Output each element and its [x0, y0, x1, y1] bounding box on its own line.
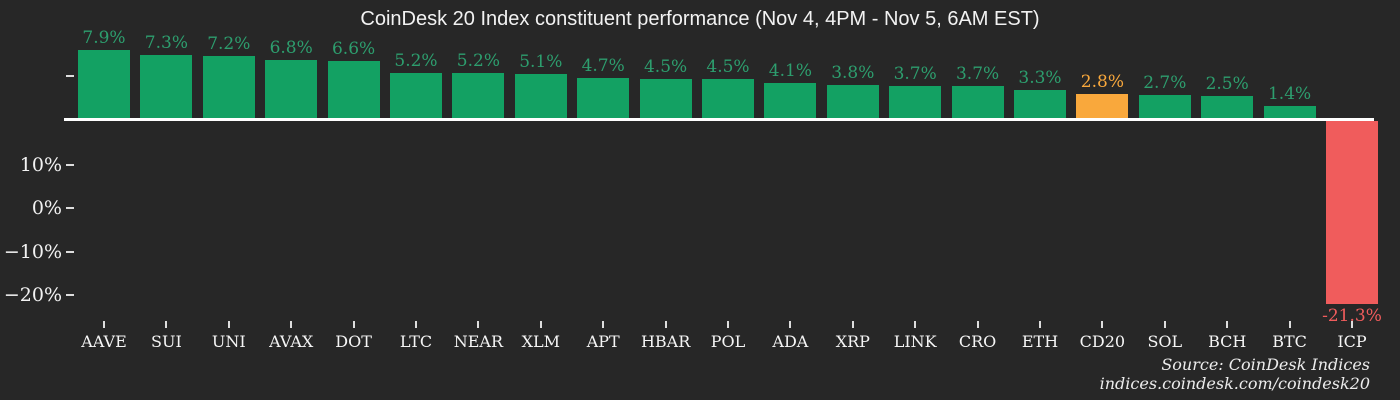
bar-value-label-hbar: 4.5% — [643, 57, 688, 77]
x-axis-label-cro: CRO — [958, 332, 997, 351]
x-axis-label-ltc: LTC — [399, 332, 433, 351]
x-axis-tick-uni — [227, 321, 230, 328]
zero-baseline — [64, 118, 1374, 121]
bar-value-label-link: 3.7% — [893, 64, 937, 84]
x-axis-tick-ada — [789, 321, 792, 328]
x-axis-label-hbar: HBAR — [640, 332, 691, 351]
x-axis-label-xlm: XLM — [521, 332, 560, 351]
bar-icp — [1326, 121, 1378, 304]
bar-value-label-sol: 2.7% — [1143, 73, 1187, 93]
x-axis-label-ada: ADA — [772, 332, 809, 351]
bar-avax — [265, 60, 318, 118]
bar-value-label-icp: -21.3% — [1322, 306, 1382, 326]
x-axis-tick-hbar — [664, 321, 667, 328]
bar-value-label-eth: 3.3% — [1018, 68, 1062, 88]
x-axis-tick-link — [914, 321, 917, 328]
x-axis-label-apt: APT — [586, 332, 620, 351]
x-axis-tick-aave — [103, 321, 105, 328]
x-axis-tick-ltc — [415, 321, 417, 328]
x-axis-tick-cro — [976, 321, 979, 328]
bar-apt — [577, 78, 630, 118]
bar-uni — [202, 56, 255, 118]
bar-link — [889, 86, 942, 118]
y-axis-tick-1 — [66, 164, 74, 166]
bar-near — [452, 73, 505, 118]
x-axis-tick-cd20 — [1101, 321, 1104, 328]
bar-bch — [1201, 96, 1254, 118]
x-axis-label-near: NEAR — [453, 332, 504, 351]
bar-value-label-xrp: 3.8% — [831, 63, 875, 83]
x-axis-tick-icp — [1351, 321, 1353, 328]
y-axis-tick-3 — [66, 251, 74, 253]
bar-dot — [327, 61, 380, 118]
y-axis-tick-4 — [66, 294, 74, 296]
x-axis-label-btc: BTC — [1272, 332, 1307, 351]
bar-sol — [1138, 95, 1191, 118]
x-axis-label-sol: SOL — [1147, 332, 1183, 351]
x-axis-label-cd20: CD20 — [1079, 332, 1126, 351]
x-axis-tick-xlm — [539, 321, 542, 328]
bar-eth — [1014, 90, 1066, 118]
y-axis-label-10: −10% — [3, 241, 62, 263]
y-axis-label-0: 0% — [31, 197, 62, 219]
bar-xlm — [514, 74, 567, 118]
y-axis-label-10: 10% — [19, 154, 62, 176]
x-axis-tick-sol — [1163, 321, 1166, 328]
bar-value-label-cd20: 2.8% — [1080, 72, 1124, 92]
source-url: indices.coindesk.com/coindesk20 — [1099, 374, 1370, 393]
bar-value-label-ltc: 5.2% — [394, 51, 438, 71]
bar-value-label-pol: 4.5% — [706, 57, 750, 77]
y-axis-label-20: −20% — [3, 284, 62, 306]
bar-value-label-uni: 7.2% — [207, 34, 251, 54]
bar-btc — [1263, 106, 1316, 118]
x-axis-tick-near — [477, 321, 480, 328]
x-axis-label-pol: POL — [710, 332, 746, 351]
x-axis-label-bch: BCH — [1208, 332, 1247, 351]
source-attribution: Source: CoinDesk Indices — [1161, 355, 1370, 374]
bar-value-label-apt: 4.7% — [581, 56, 625, 76]
x-axis-label-avax: AVAX — [269, 332, 314, 351]
x-axis-tick-pol — [727, 321, 729, 328]
bar-value-label-xlm: 5.1% — [519, 52, 563, 72]
x-axis-tick-dot — [352, 321, 355, 328]
bar-value-label-ada: 4.1% — [768, 61, 812, 81]
bar-cro — [951, 86, 1004, 118]
bar-hbar — [639, 79, 692, 118]
chart-title: CoinDesk 20 Index constituent performanc… — [360, 8, 1040, 30]
y-axis-tick-2 — [66, 207, 74, 209]
bar-value-label-near: 5.2% — [456, 51, 500, 71]
x-axis-label-eth: ETH — [1021, 332, 1059, 351]
x-axis-label-uni: UNI — [211, 332, 246, 351]
x-axis-label-dot: DOT — [335, 332, 372, 351]
bar-cd20 — [1076, 94, 1129, 118]
x-axis-tick-bch — [1226, 321, 1229, 328]
x-axis-label-xrp: XRP — [835, 332, 870, 351]
bar-sui — [140, 55, 193, 118]
x-axis-label-sui: SUI — [151, 332, 182, 351]
bar-value-label-dot: 6.6% — [331, 39, 376, 59]
x-axis-label-aave: AAVE — [81, 332, 127, 351]
bar-xrp — [826, 85, 879, 118]
bar-ltc — [390, 73, 442, 118]
x-axis-tick-apt — [602, 321, 605, 328]
x-axis-tick-xrp — [851, 321, 854, 328]
bar-value-label-btc: 1.4% — [1267, 84, 1312, 104]
bar-ada — [764, 83, 817, 118]
x-axis-label-link: LINK — [893, 332, 937, 351]
bar-value-label-sui: 7.3% — [144, 33, 188, 53]
bar-value-label-avax: 6.8% — [269, 38, 313, 58]
x-axis-tick-sui — [165, 321, 168, 328]
x-axis-tick-btc — [1288, 321, 1291, 328]
bar-pol — [702, 79, 754, 118]
x-axis-tick-eth — [1039, 321, 1041, 328]
y-axis-tick-0 — [66, 75, 74, 77]
bar-value-label-aave: 7.9% — [82, 28, 126, 48]
bar-value-label-cro: 3.7% — [955, 64, 1000, 84]
bar-value-label-bch: 2.5% — [1205, 74, 1249, 94]
x-axis-label-icp: ICP — [1337, 332, 1367, 351]
bar-aave — [78, 50, 130, 118]
x-axis-tick-avax — [290, 321, 293, 328]
